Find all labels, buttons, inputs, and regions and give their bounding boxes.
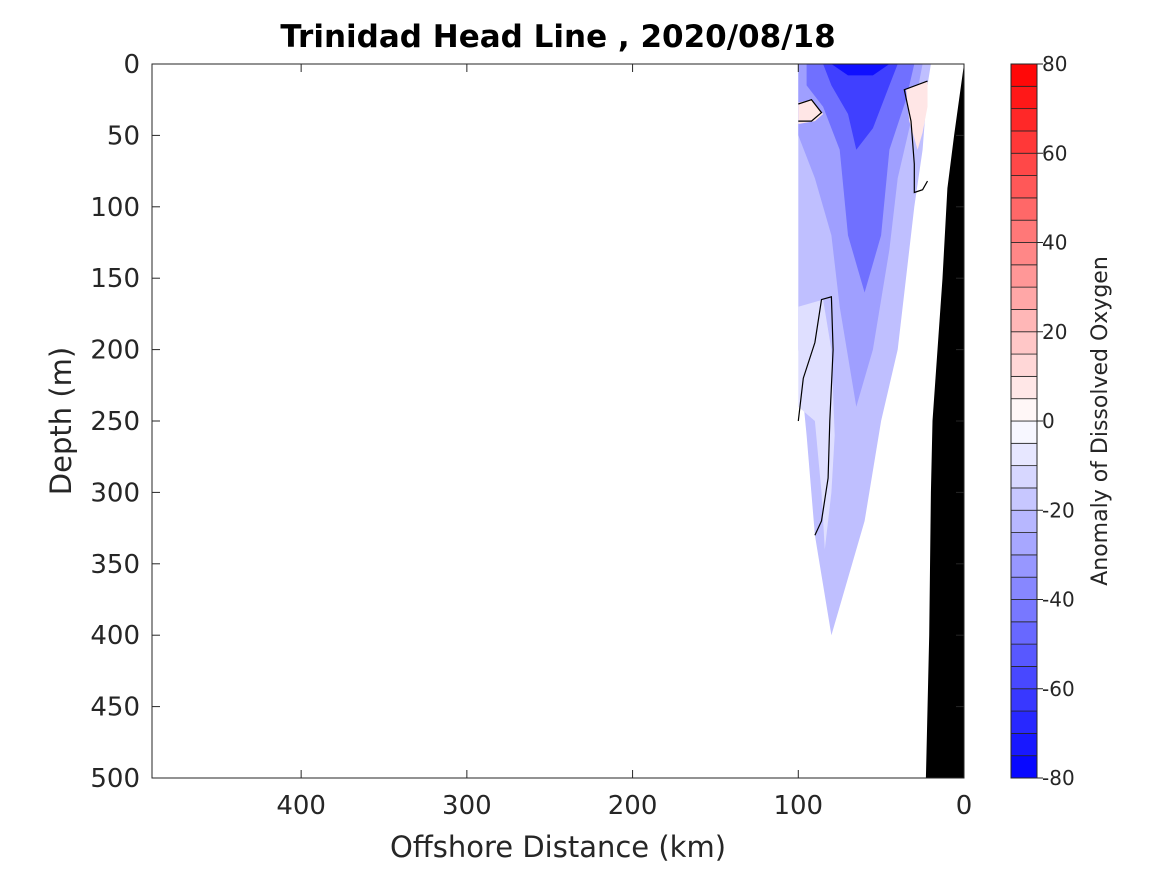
x-tick-label: 400 [276, 791, 326, 821]
x-tick-label: 300 [442, 791, 492, 821]
anomaly-region-7 [906, 81, 928, 150]
y-tick-label: 300 [90, 478, 140, 508]
colorbar-segment [1010, 264, 1038, 288]
y-tick-label: 500 [90, 764, 140, 794]
colorbar-segment [1010, 509, 1038, 533]
colorbar: -80 -60 -40 -20 0 20 40 60 80 [1010, 52, 1075, 790]
colorbar-segment [1010, 152, 1038, 176]
colorbar-segment [1010, 599, 1038, 623]
colorbar-tick-label: -80 [1042, 766, 1075, 790]
colorbar-segment [1010, 108, 1038, 132]
y-tick-label: 250 [90, 407, 140, 437]
y-axis-label: Depth (m) [44, 347, 78, 495]
colorbar-tick-label: 40 [1042, 231, 1067, 255]
colorbar-tick-label: -20 [1042, 498, 1075, 522]
colorbar-segment [1010, 710, 1038, 734]
colorbar-segment [1010, 197, 1038, 221]
colorbar-segment [1010, 666, 1038, 690]
x-tick-label: 100 [773, 791, 823, 821]
colorbar-segment [1010, 732, 1038, 757]
y-tick-label: 350 [90, 550, 140, 580]
colorbar-segment [1010, 375, 1038, 400]
zero-contour-2 [797, 296, 834, 536]
colorbar-segment [1010, 219, 1038, 243]
colorbar-segment [1010, 286, 1038, 310]
y-tick-label: 400 [90, 621, 140, 651]
seafloor-bathymetry [925, 64, 964, 778]
colorbar-segment [1010, 554, 1038, 578]
colorbar-tick-label: 0 [1042, 409, 1055, 433]
colorbar-tick-label: -40 [1042, 588, 1075, 612]
colorbar-segment [1010, 576, 1038, 600]
colorbar-segment [1010, 398, 1038, 422]
y-tick-label: 150 [90, 264, 140, 294]
colorbar-segment [1010, 130, 1038, 154]
colorbar-label: Anomaly of Dissolved Oxygen [1088, 256, 1113, 586]
colorbar-segment [1010, 621, 1038, 645]
colorbar-tick-label: 80 [1042, 52, 1067, 76]
x-tick-label: 0 [956, 791, 973, 821]
colorbar-segment [1010, 63, 1038, 87]
colorbar-tick-label: -60 [1042, 677, 1075, 701]
anomaly-region-3 [823, 64, 898, 150]
y-tick-label: 450 [90, 693, 140, 723]
colorbar-segment [1010, 331, 1038, 355]
colorbar-segment [1010, 242, 1038, 266]
x-tick-label: 200 [608, 791, 658, 821]
colorbar-segment [1010, 442, 1038, 467]
colorbar-segment [1010, 309, 1038, 333]
anomaly-region-4 [831, 64, 890, 76]
colorbar-segment [1010, 85, 1038, 110]
zero-contour-1 [903, 80, 929, 194]
anomaly-field [798, 64, 931, 636]
colorbar-segment [1010, 688, 1038, 712]
colorbar-segment [1010, 487, 1038, 511]
colorbar-tick-label: 20 [1042, 320, 1067, 344]
y-axis-ticks: 0 50 100 150 200 250 300 350 400 450 500 [90, 50, 964, 794]
x-axis-label: Offshore Distance (km) [390, 830, 726, 864]
anomaly-region-2 [806, 64, 915, 293]
chart-title: Trinidad Head Line , 2020/08/18 [280, 19, 835, 55]
colorbar-segment [1010, 465, 1038, 489]
colorbar-segment [1010, 175, 1038, 199]
colorbar-tick-label: 60 [1042, 141, 1067, 165]
colorbar-segment [1010, 353, 1038, 377]
zero-contour-0 [798, 98, 823, 122]
y-tick-label: 100 [90, 193, 140, 223]
colorbar-segment [1010, 643, 1038, 667]
y-tick-label: 0 [123, 50, 140, 80]
x-axis-ticks: 400 300 200 100 0 [276, 64, 972, 821]
colorbar-segment [1010, 532, 1038, 556]
zero-contours [797, 80, 929, 536]
anomaly-region-5 [798, 299, 835, 550]
y-tick-label: 200 [90, 336, 140, 366]
colorbar-segment [1010, 755, 1038, 779]
anomaly-region-6 [798, 99, 824, 124]
y-tick-label: 50 [107, 121, 140, 151]
colorbar-segment [1010, 420, 1038, 444]
